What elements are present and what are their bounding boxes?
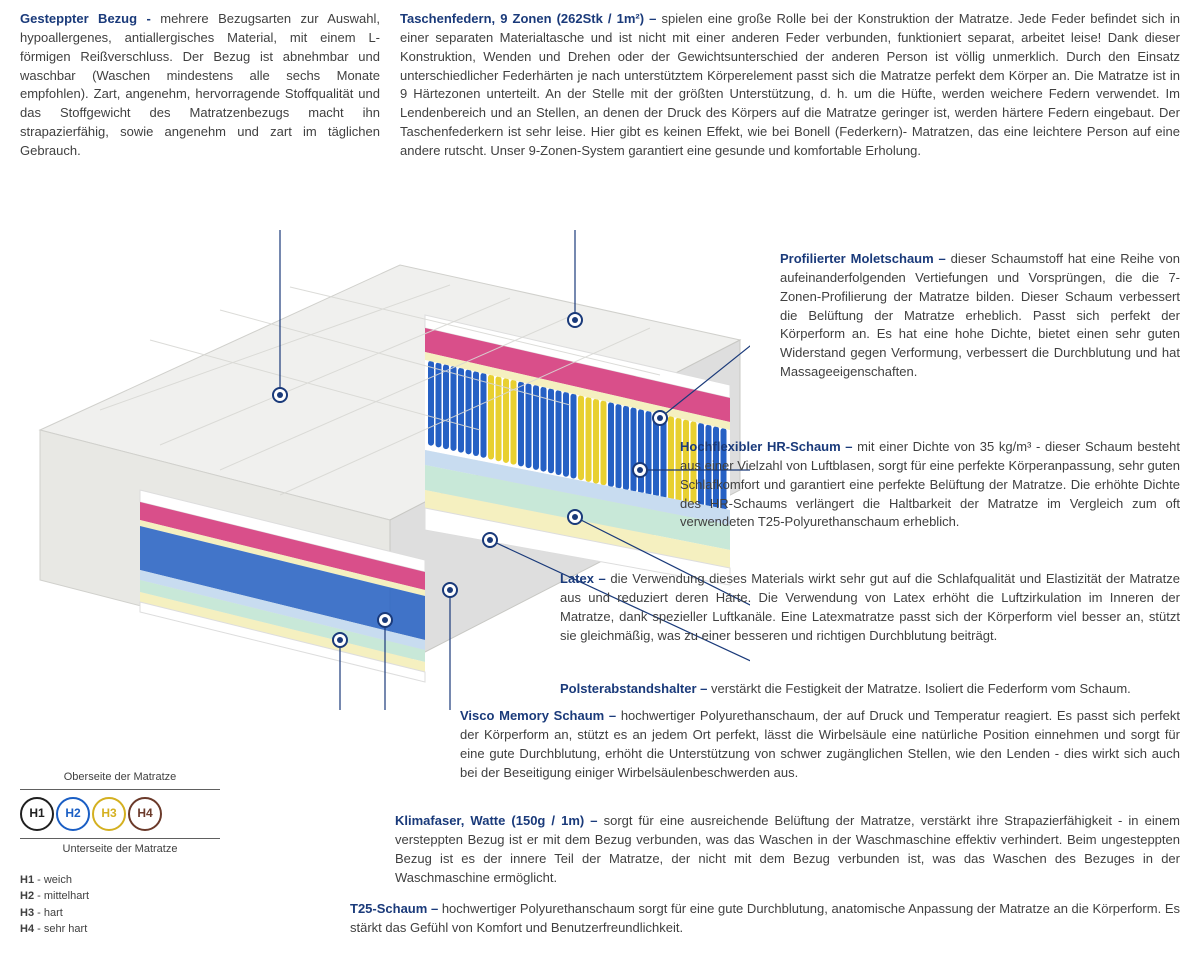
dot-hr — [632, 462, 648, 478]
visco-title: Visco Memory Schaum – — [460, 708, 621, 723]
dot-cover — [272, 387, 288, 403]
hardness-legend-box: Oberseite der Matratze H1H2H3H4 Untersei… — [20, 770, 220, 938]
cover-title: Gesteppter Bezug - — [20, 11, 160, 26]
molet-desc: Profilierter Moletschaum – dieser Schaum… — [780, 250, 1180, 382]
dot-molet — [652, 410, 668, 426]
hardness-legend-row: H4 - sehr hart — [20, 921, 220, 938]
hardness-circle-h2: H2 — [56, 797, 90, 831]
latex-desc: Latex – die Verwendung dieses Materials … — [560, 570, 1180, 645]
hardness-circle-h1: H1 — [20, 797, 54, 831]
dot-visco — [442, 582, 458, 598]
visco-desc: Visco Memory Schaum – hochwertiger Polyu… — [460, 707, 1180, 782]
molet-title: Profilierter Moletschaum – — [780, 251, 951, 266]
springs-title: Taschenfedern, 9 Zonen (262Stk / 1m²) – — [400, 11, 661, 26]
t25-body: hochwertiger Polyurethanschaum sorgt für… — [350, 901, 1180, 935]
hardness-legend-row: H3 - hart — [20, 905, 220, 922]
klima-desc: Klimafaser, Watte (150g / 1m) – sorgt fü… — [395, 812, 1180, 887]
latex-body: die Verwendung dieses Materials wirkt se… — [560, 571, 1180, 643]
polster-desc: Polsterabstandshalter – verstärkt die Fe… — [560, 680, 1180, 699]
hardness-bottom-label: Unterseite der Matratze — [20, 842, 220, 858]
hardness-circle-h4: H4 — [128, 797, 162, 831]
dot-klima — [377, 612, 393, 628]
hardness-circles: H1H2H3H4 — [20, 793, 220, 835]
t25-title: T25-Schaum – — [350, 901, 442, 916]
latex-title: Latex – — [560, 571, 610, 586]
hr-title: Hochflexibler HR-Schaum – — [680, 439, 857, 454]
cover-body: mehrere Bezugsarten zur Auswahl, hypoall… — [20, 11, 380, 158]
hardness-circle-h3: H3 — [92, 797, 126, 831]
hardness-legend-list: H1 - weichH2 - mittelhartH3 - hartH4 - s… — [20, 872, 220, 938]
klima-title: Klimafaser, Watte (150g / 1m) – — [395, 813, 604, 828]
dot-polster — [482, 532, 498, 548]
dot-springs — [567, 312, 583, 328]
hr-desc: Hochflexibler HR-Schaum – mit einer Dich… — [680, 438, 1180, 532]
hardness-top-label: Oberseite der Matratze — [20, 770, 220, 786]
dot-t25 — [332, 632, 348, 648]
dot-latex — [567, 509, 583, 525]
top-text-row: Gesteppter Bezug - mehrere Bezugsarten z… — [0, 0, 1200, 161]
hardness-legend-row: H2 - mittelhart — [20, 888, 220, 905]
springs-description: Taschenfedern, 9 Zonen (262Stk / 1m²) – … — [400, 10, 1180, 161]
t25-desc: T25-Schaum – hochwertiger Polyurethansch… — [350, 900, 1180, 938]
molet-body: dieser Schaumstoff hat eine Reihe von au… — [780, 251, 1180, 379]
hardness-legend-row: H1 - weich — [20, 872, 220, 889]
cover-description: Gesteppter Bezug - mehrere Bezugsarten z… — [20, 10, 380, 161]
polster-title: Polsterabstandshalter – — [560, 681, 711, 696]
springs-body: spielen eine große Rolle bei der Konstru… — [400, 11, 1180, 158]
polster-body: verstärkt die Festigkeit der Matratze. I… — [711, 681, 1131, 696]
